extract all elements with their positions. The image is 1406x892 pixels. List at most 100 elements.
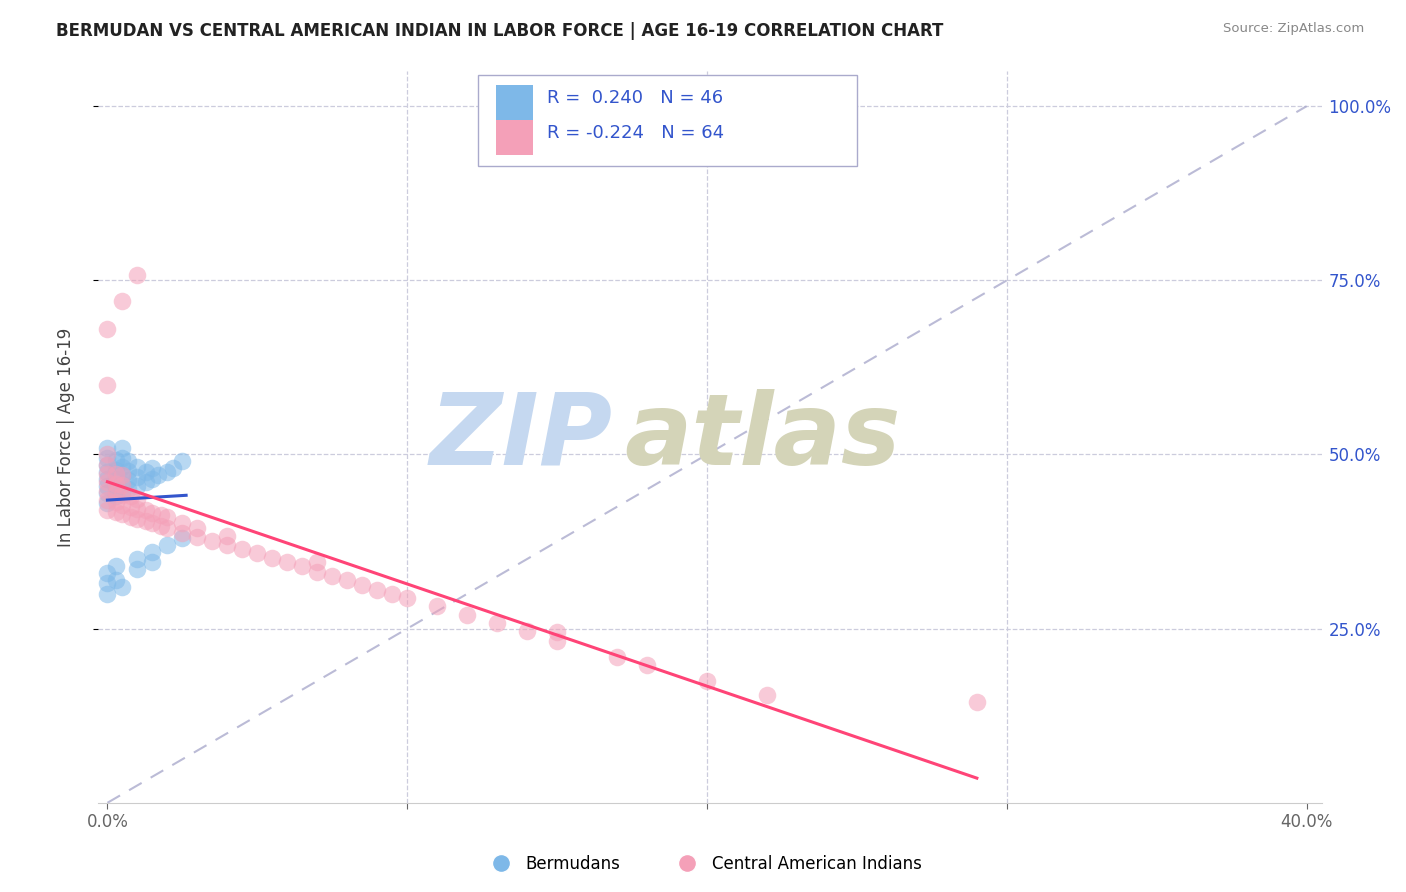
Point (120, 510, 142, 524)
Point (141, 556, 163, 570)
Point (135, 465, 157, 479)
Point (966, 695, 988, 709)
Point (127, 511, 149, 525)
Point (105, 467, 128, 481)
Text: BERMUDAN VS CENTRAL AMERICAN INDIAN IN LABOR FORCE | AGE 16-19 CORRELATION CHART: BERMUDAN VS CENTRAL AMERICAN INDIAN IN L… (56, 22, 943, 40)
Point (96, 467, 118, 481)
Point (105, 505, 128, 519)
Point (141, 461, 163, 475)
Point (156, 521, 179, 535)
Point (262, 550, 284, 565)
Point (217, 529, 239, 543)
Point (127, 268, 149, 282)
Point (117, 464, 139, 478)
Point (120, 500, 142, 514)
Point (217, 538, 239, 552)
Point (172, 525, 194, 540)
Point (246, 546, 269, 560)
Point (696, 673, 718, 688)
Point (111, 580, 134, 594)
Point (96, 503, 118, 517)
Point (201, 533, 224, 548)
Point (105, 481, 128, 495)
Point (96, 377, 118, 392)
Point (172, 454, 194, 468)
Point (111, 478, 134, 492)
Legend: Bermudans, Central American Indians: Bermudans, Central American Indians (477, 848, 929, 880)
Point (96, 479, 118, 493)
Point (96, 458, 118, 472)
Point (307, 556, 329, 570)
Text: ZIP: ZIP (429, 389, 612, 485)
Point (105, 472, 128, 486)
Point (156, 538, 179, 552)
Point (276, 555, 298, 569)
Point (156, 510, 179, 524)
Point (127, 470, 149, 484)
Point (111, 460, 134, 475)
Point (127, 460, 149, 475)
Point (135, 503, 157, 517)
Point (172, 516, 194, 530)
Point (96, 576, 118, 591)
Point (141, 472, 163, 486)
Point (456, 607, 478, 622)
Point (96, 472, 118, 486)
Point (111, 468, 134, 483)
Point (396, 591, 419, 605)
Point (141, 506, 163, 520)
Point (96, 465, 118, 479)
Point (111, 468, 134, 483)
Point (546, 634, 568, 648)
Point (141, 545, 163, 559)
Point (366, 582, 388, 597)
Point (96, 448, 118, 462)
Point (96, 322, 118, 336)
Point (186, 530, 208, 544)
Point (96, 492, 118, 507)
Text: Source: ZipAtlas.com: Source: ZipAtlas.com (1223, 22, 1364, 36)
Point (186, 521, 208, 535)
Point (352, 578, 374, 592)
Point (150, 518, 173, 533)
Point (96, 566, 118, 580)
Point (135, 514, 157, 528)
Point (336, 573, 359, 587)
Point (141, 516, 163, 530)
Point (105, 453, 128, 467)
Point (291, 558, 314, 573)
Point (96, 483, 118, 498)
Point (111, 441, 134, 455)
Point (127, 562, 149, 576)
Point (127, 552, 149, 566)
Point (111, 450, 134, 465)
Point (96, 496, 118, 510)
Point (546, 625, 568, 640)
Point (105, 476, 128, 491)
Point (486, 616, 509, 631)
Point (606, 649, 628, 664)
Bar (496, 86, 533, 120)
Point (135, 475, 157, 490)
Point (307, 565, 329, 579)
Point (117, 454, 139, 468)
Point (127, 492, 149, 507)
Point (172, 531, 194, 545)
Point (111, 507, 134, 521)
Point (96, 587, 118, 601)
Point (105, 485, 128, 500)
Text: atlas: atlas (624, 389, 901, 485)
Point (96, 485, 118, 500)
Point (105, 489, 128, 503)
Point (120, 489, 142, 503)
Point (756, 688, 779, 702)
Point (105, 495, 128, 509)
Text: R =  0.240   N = 46: R = 0.240 N = 46 (547, 89, 724, 107)
Point (381, 587, 404, 601)
Point (117, 473, 139, 487)
Point (321, 568, 343, 582)
Point (105, 573, 128, 587)
Text: R = -0.224   N = 64: R = -0.224 N = 64 (547, 124, 724, 142)
Point (105, 558, 128, 573)
Point (516, 624, 538, 639)
